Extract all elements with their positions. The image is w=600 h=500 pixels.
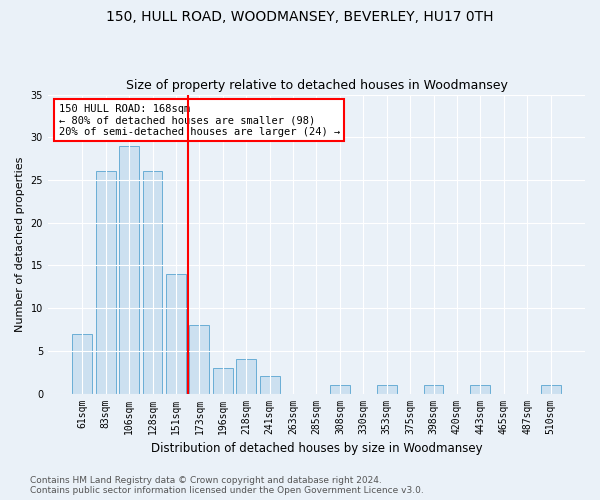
Bar: [166, 274, 186, 394]
X-axis label: Distribution of detached houses by size in Woodmansey: Distribution of detached houses by size …: [151, 442, 482, 455]
Y-axis label: Number of detached properties: Number of detached properties: [15, 156, 25, 332]
Bar: [541, 385, 560, 394]
Bar: [213, 368, 233, 394]
Bar: [424, 385, 443, 394]
Bar: [190, 325, 209, 394]
Title: Size of property relative to detached houses in Woodmansey: Size of property relative to detached ho…: [125, 79, 508, 92]
Bar: [377, 385, 397, 394]
Bar: [73, 334, 92, 394]
Bar: [96, 172, 116, 394]
Bar: [470, 385, 490, 394]
Bar: [260, 376, 280, 394]
Text: 150, HULL ROAD, WOODMANSEY, BEVERLEY, HU17 0TH: 150, HULL ROAD, WOODMANSEY, BEVERLEY, HU…: [106, 10, 494, 24]
Bar: [236, 360, 256, 394]
Text: Contains HM Land Registry data © Crown copyright and database right 2024.
Contai: Contains HM Land Registry data © Crown c…: [30, 476, 424, 495]
Text: 150 HULL ROAD: 168sqm
← 80% of detached houses are smaller (98)
20% of semi-deta: 150 HULL ROAD: 168sqm ← 80% of detached …: [59, 104, 340, 136]
Bar: [330, 385, 350, 394]
Bar: [143, 172, 163, 394]
Bar: [119, 146, 139, 394]
